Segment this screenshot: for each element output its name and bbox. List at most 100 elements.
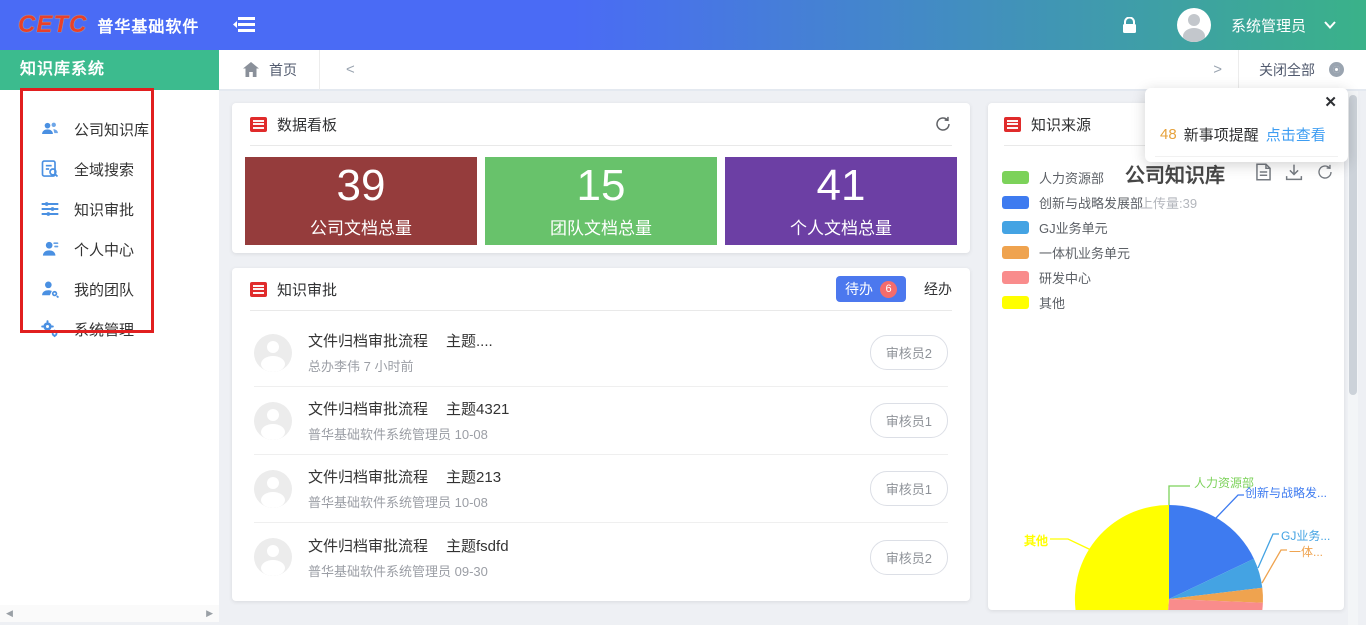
chevron-left-icon[interactable]: < (346, 61, 355, 78)
approval-list-item[interactable]: 文件归档审批流程 主题fsdfd 普华基础软件系统管理员 09-30 审核员2 (254, 523, 948, 591)
breadcrumb-home[interactable]: 首页 (269, 61, 297, 78)
scroll-left-arrow-icon[interactable]: ◀ (6, 608, 13, 618)
app-header: CETC 普华基础软件 系统管理员 (0, 0, 1366, 50)
sidebar-item-global-search[interactable]: 全域搜索 (0, 149, 219, 189)
todo-count-badge: 6 (880, 280, 897, 298)
user-icon (40, 239, 60, 259)
stat-label: 公司文档总量 (310, 218, 412, 238)
pie-callout-label: 一体... (1289, 545, 1324, 559)
sidebar-item-system-management[interactable]: 系统管理 (0, 309, 219, 349)
divider (319, 49, 320, 90)
approval-meta: 普华基础软件系统管理员 10-08 (308, 427, 488, 442)
panel-title: 数据看板 (277, 116, 338, 134)
chevron-right-icon[interactable]: > (1213, 61, 1222, 78)
approval-list-item[interactable]: 文件归档审批流程 主题213 普华基础软件系统管理员 10-08 审核员1 (254, 455, 948, 523)
avatar (254, 538, 292, 576)
refresh-icon[interactable] (934, 115, 952, 133)
logo: CETC 普华基础软件 (0, 13, 199, 37)
legend-item[interactable]: 一体机业务单元 (1002, 240, 1143, 265)
sidebar-item-label: 我的团队 (74, 281, 135, 299)
sidebar-item-label: 系统管理 (74, 321, 135, 339)
collapse-menu-icon[interactable] (233, 16, 256, 34)
avatar (254, 333, 292, 372)
legend-item[interactable]: 创新与战略发展部 (1002, 190, 1143, 215)
sidebar-menu: 公司知识库 全域搜索 知识审批 个人中心 我的团队 系统管理 (0, 90, 219, 349)
legend-item[interactable]: GJ业务单元 (1002, 215, 1143, 240)
tab-todo[interactable]: 待办 6 (836, 276, 906, 302)
stat-value: 39 (336, 161, 386, 211)
legend-swatch (1002, 246, 1029, 259)
avatar[interactable] (1176, 8, 1211, 42)
vertical-scrollbar[interactable] (1348, 91, 1358, 625)
reviewer-button[interactable]: 审核员2 (869, 335, 948, 370)
tab-done[interactable]: 经办 (924, 281, 952, 297)
notification-popup: ✕ 48 新事项提醒 点击查看 (1145, 88, 1348, 162)
close-all-button[interactable]: 关闭全部 (1259, 61, 1315, 78)
group-icon (40, 119, 60, 139)
sliders-icon (40, 199, 60, 219)
divider (1238, 49, 1239, 90)
approval-list-item[interactable]: 文件归档审批流程 主题4321 普华基础软件系统管理员 10-08 审核员1 (254, 387, 948, 455)
data-view-icon[interactable] (1255, 163, 1272, 181)
scroll-right-arrow-icon[interactable]: ▶ (206, 608, 213, 618)
vertical-scrollbar-thumb[interactable] (1349, 95, 1357, 395)
pie-callout-label: 人力资源部 (1194, 476, 1255, 490)
refresh-icon[interactable] (1316, 163, 1334, 181)
breadcrumb: 首页 < (219, 49, 359, 90)
notification-count: 48 (1160, 126, 1177, 143)
chart-title: 公司知识库 (1125, 165, 1225, 187)
stat-card-team-docs: 15 团队文档总量 (485, 157, 717, 245)
legend-item[interactable]: 人力资源部 (1002, 165, 1143, 190)
approval-title: 文件归档审批流程 (308, 469, 429, 486)
legend-swatch (1002, 221, 1029, 234)
cetc-logo: CETC (18, 11, 88, 38)
approval-meta: 普华基础软件系统管理员 09-30 (308, 563, 488, 579)
stat-label: 团队文档总量 (550, 218, 652, 238)
approval-title: 文件归档审批流程 (308, 401, 429, 418)
avatar (254, 469, 292, 508)
panel-doc-icon (1004, 116, 1021, 132)
approval-topic: 主题4321 (446, 401, 510, 418)
chevron-down-icon[interactable] (1324, 21, 1336, 29)
stat-value: 41 (816, 161, 866, 211)
home-icon[interactable] (243, 62, 259, 77)
legend-item[interactable]: 研发中心 (1002, 265, 1143, 290)
approval-title: 文件归档审批流程 (308, 537, 429, 555)
pie-callout-label: 创新与战略发... (1245, 486, 1328, 500)
sidebar-item-personal-center[interactable]: 个人中心 (0, 229, 219, 269)
download-icon[interactable] (1285, 163, 1303, 181)
gear-icon[interactable] (1329, 62, 1344, 77)
close-icon[interactable]: ✕ (1324, 94, 1337, 111)
approval-list: 文件归档审批流程 主题.... 总办李伟 7 小时前 审核员2 文件归档审批流程… (232, 311, 970, 591)
gears-icon (40, 319, 60, 339)
legend-swatch (1002, 196, 1029, 209)
chart-subtitle: 上传量:39 (1140, 196, 1198, 211)
sidebar-item-label: 个人中心 (74, 241, 135, 259)
approval-topic: 主题fsdfd (446, 537, 509, 555)
legend-swatch (1002, 271, 1029, 284)
legend-swatch (1002, 171, 1029, 184)
approval-topic: 主题213 (446, 469, 502, 486)
reviewer-button[interactable]: 审核员1 (869, 471, 948, 506)
brand-name: 普华基础软件 (97, 19, 200, 36)
notification-view-link[interactable]: 点击查看 (1265, 127, 1326, 144)
lock-icon[interactable] (1122, 16, 1137, 34)
user-name[interactable]: 系统管理员 (1230, 17, 1306, 35)
sidebar-item-company-kb[interactable]: 公司知识库 (0, 109, 219, 149)
sidebar-title: 知识库系统 (0, 50, 219, 90)
pie-callout-label: 其他 (1023, 534, 1048, 548)
legend-item[interactable]: 其他 (1002, 290, 1143, 315)
panel-title: 知识来源 (1031, 116, 1092, 134)
panel-doc-icon (250, 116, 267, 132)
reviewer-button[interactable]: 审核员2 (869, 539, 948, 575)
sidebar-item-knowledge-approval[interactable]: 知识审批 (0, 189, 219, 229)
reviewer-button[interactable]: 审核员1 (869, 403, 948, 438)
approval-title: 文件归档审批流程 (308, 333, 429, 350)
approval-panel: 知识审批 待办 6 经办 文件归档审批流程 主题.... 总办李伟 7 小时前 … (232, 268, 970, 601)
horizontal-scrollbar[interactable]: ◀ ▶ (0, 605, 219, 622)
approval-list-item[interactable]: 文件归档审批流程 主题.... 总办李伟 7 小时前 审核员2 (254, 319, 948, 387)
notification-text: 新事项提醒 (1183, 127, 1259, 144)
sidebar-item-my-team[interactable]: 我的团队 (0, 269, 219, 309)
panel-title: 知识审批 (277, 281, 338, 299)
sidebar-item-label: 公司知识库 (74, 121, 150, 139)
